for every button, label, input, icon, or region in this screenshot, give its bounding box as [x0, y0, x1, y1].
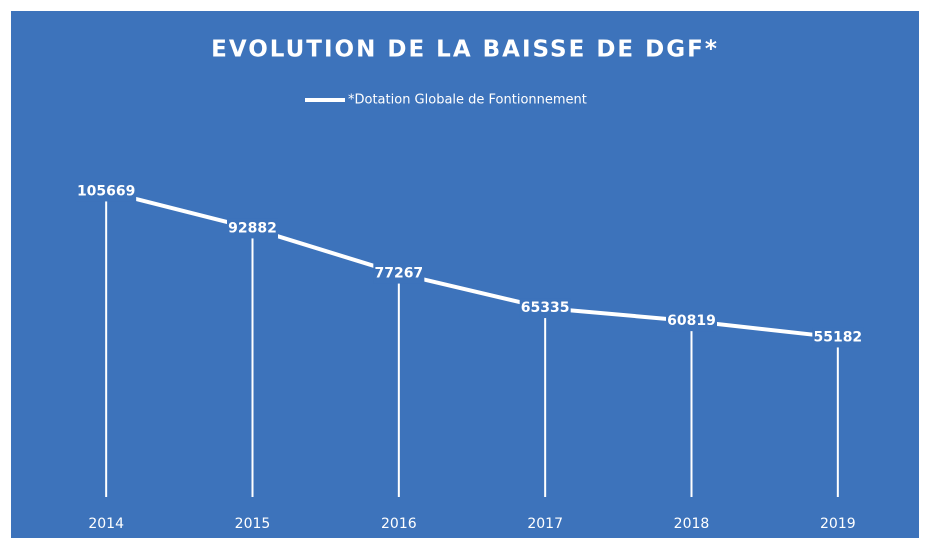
x-tick-label: 2014	[88, 516, 124, 532]
data-label: 77267	[374, 266, 423, 282]
label-backdrop	[76, 181, 137, 202]
x-tick-label: 2018	[674, 516, 710, 532]
label-backdrop	[373, 263, 425, 284]
x-tick-label: 2015	[235, 516, 271, 532]
chart-background	[11, 11, 919, 538]
x-tick-label: 2017	[527, 516, 563, 532]
data-label: 105669	[77, 183, 135, 199]
data-label: 65335	[521, 300, 570, 316]
data-label: 55182	[813, 329, 862, 345]
label-backdrop	[666, 311, 717, 332]
label-backdrop	[227, 218, 278, 239]
label-backdrop	[519, 298, 571, 319]
data-label: 60819	[667, 313, 716, 329]
chart-title: EVOLUTION DE LA BAISSE DE DGF*	[211, 37, 719, 63]
x-tick-label: 2016	[381, 516, 417, 532]
data-label: 92882	[228, 220, 277, 236]
x-tick-label: 2019	[820, 516, 856, 532]
legend-label: *Dotation Globale de Fontionnement	[348, 93, 587, 108]
label-backdrop	[812, 327, 864, 348]
